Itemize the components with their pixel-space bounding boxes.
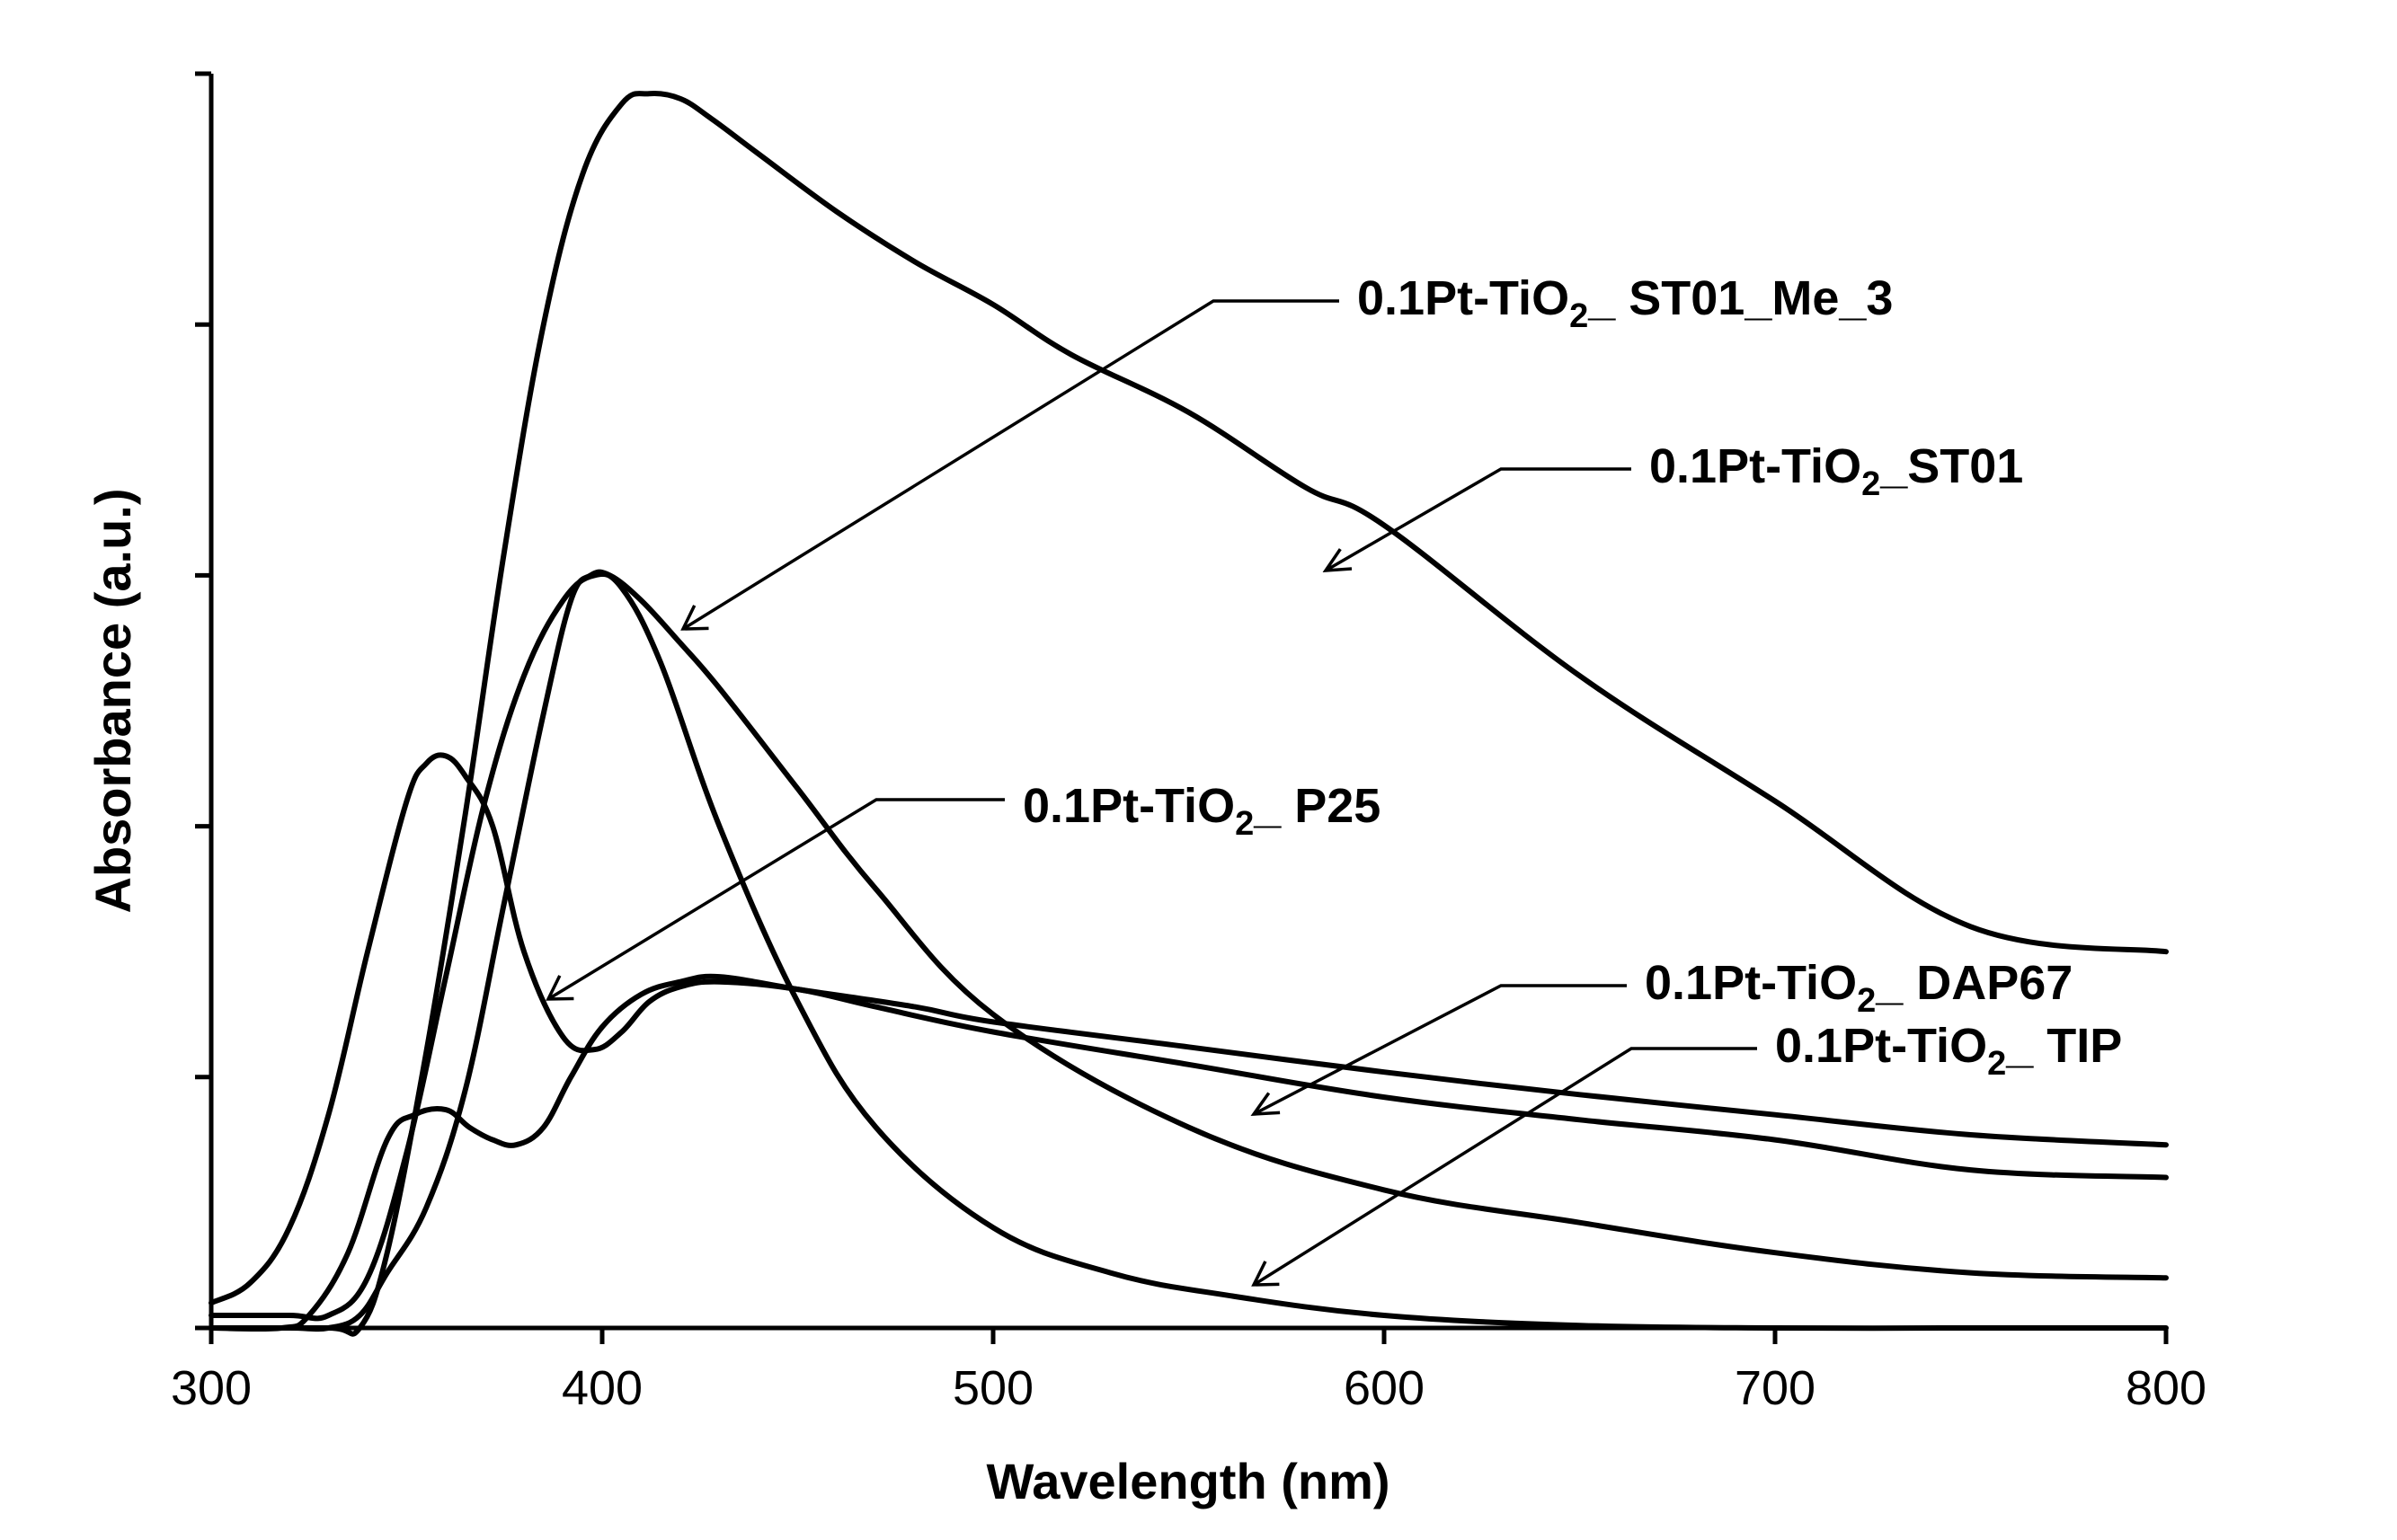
x-tick-label: 300 [171, 1361, 252, 1415]
x-tick-label: 500 [953, 1361, 1034, 1415]
x-axis-title: Wavelength (nm) [986, 1453, 1389, 1509]
series-label-p25: 0.1Pt-TiO2_ P25 [1023, 779, 1380, 843]
annotation-st01-me3: 0.1Pt-TiO2_ ST01_Me_3 [680, 271, 1893, 631]
annotation-tip: 0.1Pt-TiO2_ TIP [1251, 1019, 2122, 1287]
x-tick-label: 800 [2126, 1361, 2206, 1415]
annotations: 0.1Pt-TiO2_ ST01_Me_3 0.1Pt-TiO2_ST01 0.… [546, 271, 2122, 1287]
axes [209, 74, 2166, 1331]
x-tick-labels: 300 400 500 600 700 800 [171, 1361, 2206, 1415]
series-label-tip: 0.1Pt-TiO2_ TIP [1775, 1019, 2122, 1083]
annotation-dap67: 0.1Pt-TiO2_ DAP67 [1250, 956, 2073, 1116]
series-line-0-1pt-tio2-tip [209, 571, 2169, 1332]
series-label-dap67: 0.1Pt-TiO2_ DAP67 [1645, 956, 2073, 1020]
leader-line-p25 [547, 798, 1005, 1001]
series-line-0-1pt-tio2-p25 [209, 752, 2169, 1306]
arrowhead-st01 [1322, 548, 1353, 572]
leader-line-st01-me3 [682, 299, 1339, 631]
y-ticks [195, 71, 211, 1331]
arrowhead-st01-me3 [680, 605, 709, 631]
series-line-0-1pt-tio2-st01 [209, 91, 2169, 1337]
leader-line-tip [1253, 1047, 1757, 1287]
x-tick-label: 600 [1344, 1361, 1425, 1415]
leader-line-dap67 [1253, 984, 1627, 1116]
series-lines [209, 91, 2169, 1337]
annotation-st01: 0.1Pt-TiO2_ST01 [1322, 439, 2023, 572]
leader-line-st01 [1325, 467, 1631, 572]
arrowhead-p25 [546, 975, 574, 1001]
series-label-st01: 0.1Pt-TiO2_ST01 [1649, 439, 2023, 503]
x-tick-label: 700 [1735, 1361, 1816, 1415]
arrowhead-tip [1251, 1261, 1280, 1287]
series-label-st01-me3: 0.1Pt-TiO2_ ST01_Me_3 [1357, 271, 1893, 335]
arrowhead-dap67 [1250, 1092, 1281, 1116]
x-tick-label: 400 [562, 1361, 643, 1415]
annotation-p25: 0.1Pt-TiO2_ P25 [546, 779, 1380, 1001]
series-line-0-1pt-tio2-st01-me-3 [209, 569, 2169, 1332]
series-line-0-1pt-tio2-dap67 [209, 973, 2169, 1332]
y-axis-title: Absorbance (a.u.) [84, 489, 141, 914]
